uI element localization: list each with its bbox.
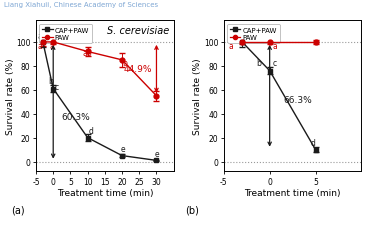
Text: e: e <box>120 145 125 153</box>
Text: a: a <box>272 42 277 51</box>
Y-axis label: Survival rate (%): Survival rate (%) <box>193 58 202 135</box>
Text: ab: ab <box>83 49 92 58</box>
Legend: CAP+PAW, PAW: CAP+PAW, PAW <box>227 25 280 44</box>
X-axis label: Treatment time (min): Treatment time (min) <box>244 189 341 198</box>
Text: b: b <box>48 77 53 86</box>
Text: c: c <box>272 59 277 68</box>
Text: e: e <box>155 149 159 158</box>
Text: c: c <box>55 83 59 92</box>
Text: (a): (a) <box>11 205 25 214</box>
Y-axis label: Survival rate (%): Survival rate (%) <box>6 58 15 135</box>
Text: b: b <box>256 34 261 43</box>
Text: Liang Xiahuii, Chinese Academy of Sciences: Liang Xiahuii, Chinese Academy of Scienc… <box>4 2 158 8</box>
Text: a: a <box>228 42 233 51</box>
Text: a: a <box>38 31 43 40</box>
Text: a: a <box>38 42 43 51</box>
Text: S. cerevisiae: S. cerevisiae <box>107 26 170 36</box>
Text: b: b <box>122 59 127 68</box>
Text: b: b <box>256 59 261 68</box>
Text: d: d <box>311 139 316 148</box>
X-axis label: Treatment time (min): Treatment time (min) <box>57 189 153 198</box>
Text: a: a <box>228 31 233 40</box>
Text: d: d <box>89 127 94 136</box>
Text: (b): (b) <box>185 205 199 214</box>
Text: a: a <box>50 42 55 51</box>
Legend: CAP+PAW, PAW: CAP+PAW, PAW <box>40 25 92 44</box>
Text: 44.9%: 44.9% <box>124 64 152 73</box>
Text: 66.3%: 66.3% <box>283 95 312 104</box>
Text: 60.3%: 60.3% <box>62 112 91 121</box>
